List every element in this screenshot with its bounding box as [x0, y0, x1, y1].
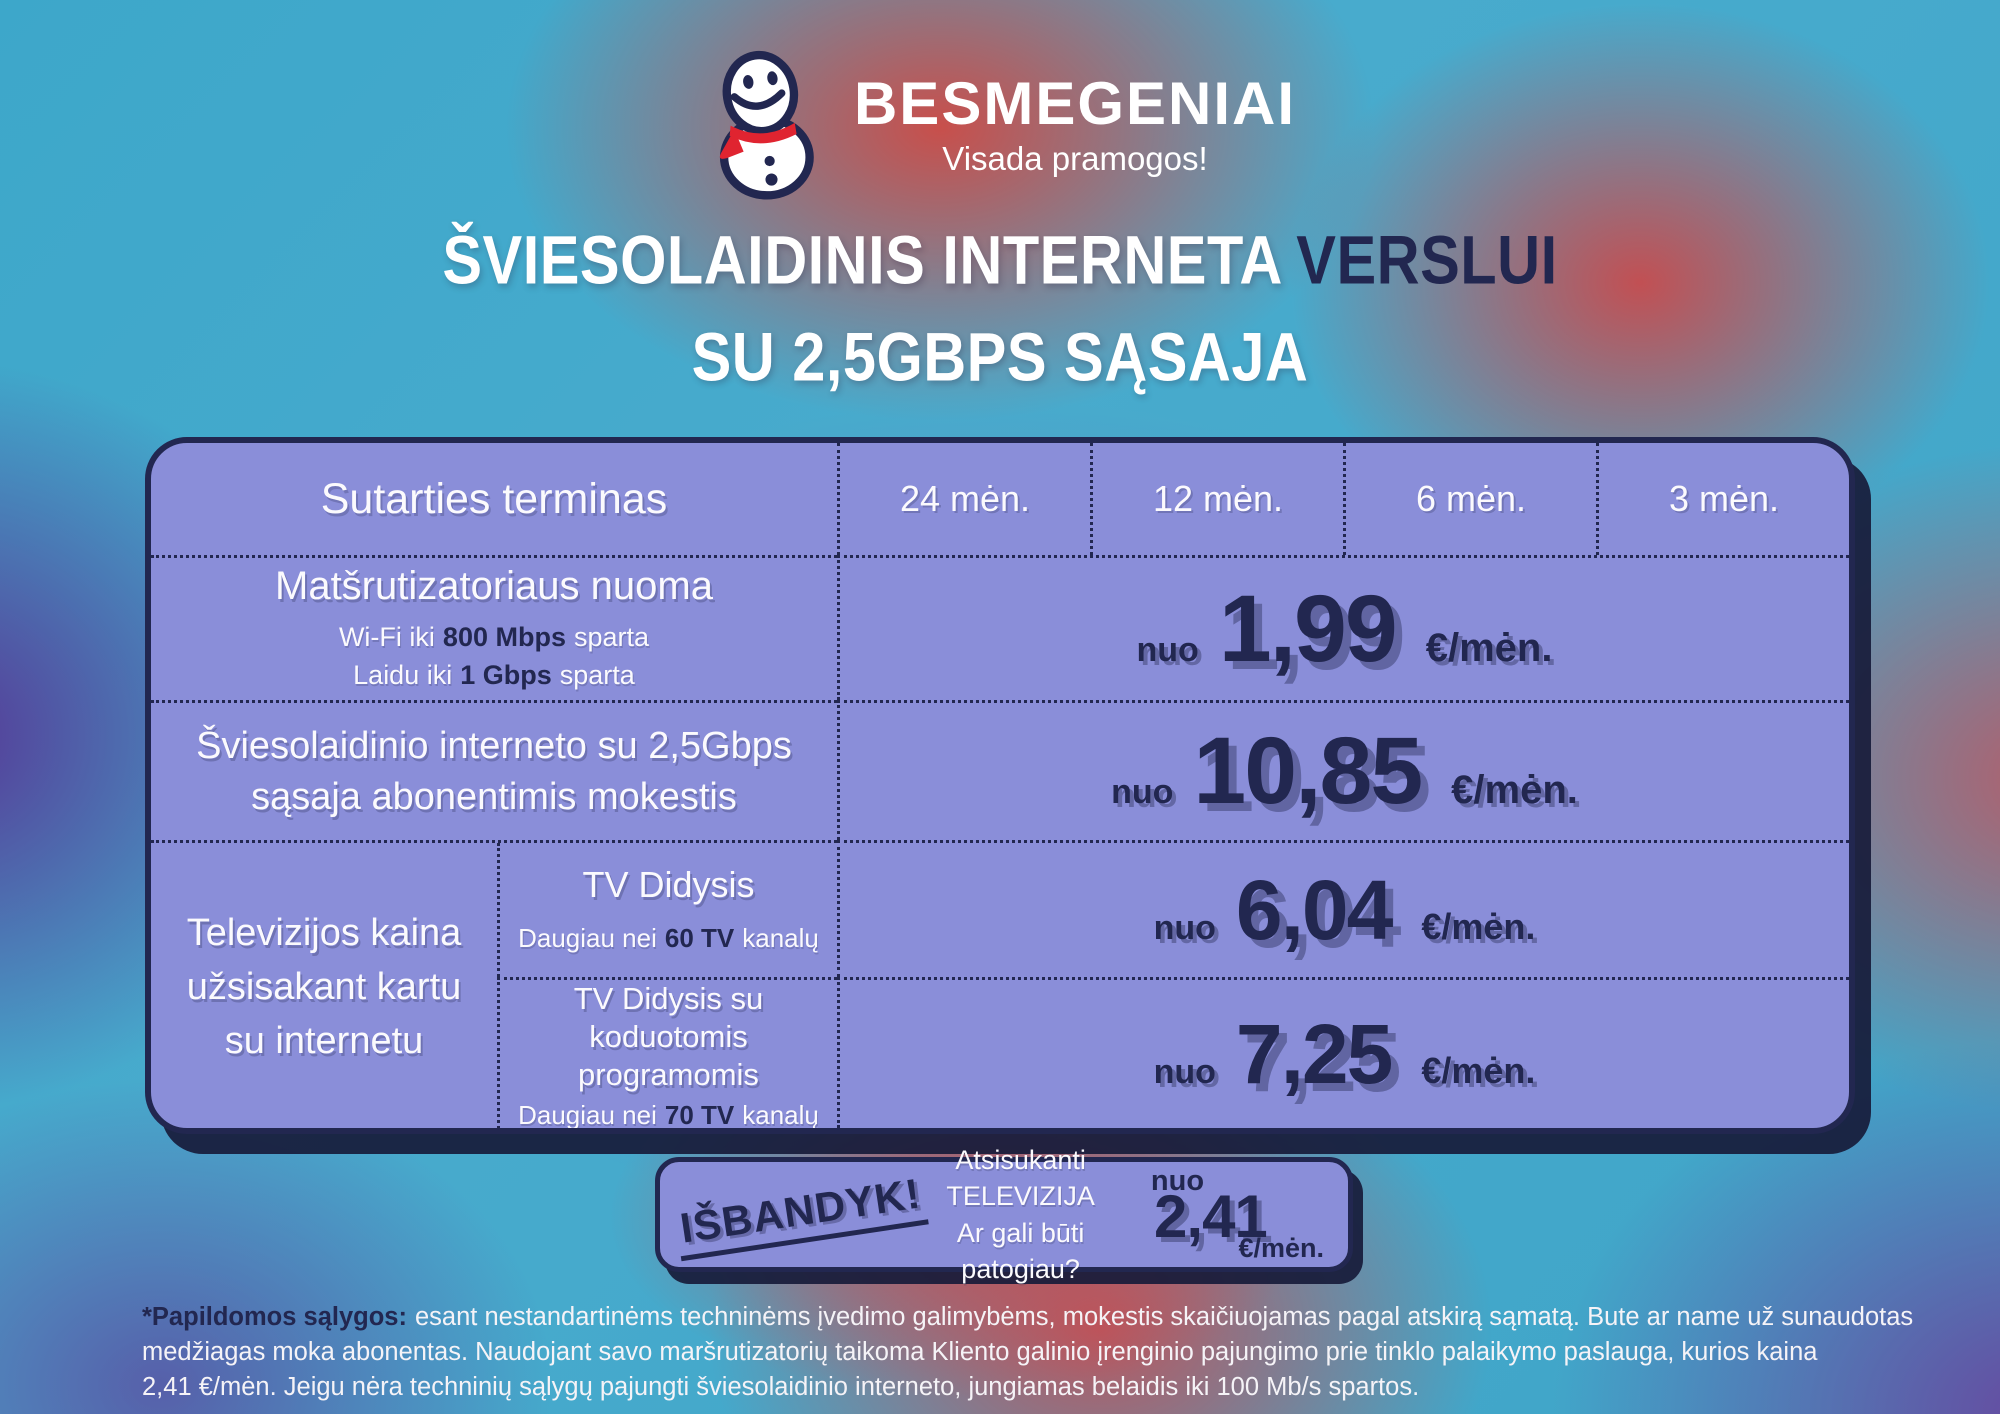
tv-option2-name-line3: programomis	[578, 1056, 759, 1092]
tv-label-line2: užsisakant kartu	[186, 966, 462, 1009]
row-internet-fee: Šviesolaidinio interneto su 2,5Gbps sąsa…	[151, 700, 837, 840]
price-prefix: nuo	[1153, 908, 1216, 947]
footnote-line1-rest: esant nestandartinėms techninėms įvedimo…	[415, 1303, 1914, 1331]
tv-option-didysis-coded: TV Didysis su koduotomis programomis Dau…	[497, 977, 837, 1131]
tv-option1-name: TV Didysis	[582, 863, 755, 905]
page-title: ŠVIESOLAIDINIS INTERNETA VERSLUI SU 2,5GB…	[40, 213, 1960, 407]
pricing-table: Sutarties terminas 24 mėn. 12 mėn. 6 mėn…	[145, 437, 1855, 1134]
router-spec-wifi: Wi-Fi iki 800 Mbps sparta	[339, 619, 649, 657]
row-router-rental: Matšrutizatoriaus nuoma Wi-Fi iki 800 Mbp…	[151, 555, 837, 700]
tv-label-line3: su internetu	[224, 1020, 424, 1063]
internet-title-line2: sąsaja abonentimis mokestis	[251, 775, 737, 818]
table-header-term-6: 6 mėn.	[1342, 443, 1596, 555]
row-group-tv: Televizijos kaina užsisakant kartu su in…	[151, 840, 837, 1128]
spec-value: 1 Gbps	[460, 659, 552, 690]
footnote-line-2: medžiagas moka abonentas. Naudojant savo…	[142, 1338, 1818, 1367]
internet-fee-title: Šviesolaidinio interneto su 2,5Gbps sąsa…	[196, 721, 792, 821]
price-amount: 7,25	[1235, 1006, 1393, 1101]
price-router: nuo 1,99 €/mėn.	[1137, 575, 1553, 684]
price-tv-option2: nuo 7,25 €/mėn.	[1154, 1006, 1536, 1103]
spec-text: Daugiau nei	[518, 1100, 657, 1131]
tv-group-label: Televizijos kaina užsisakant kartu su in…	[151, 843, 497, 1128]
table-header-term-12: 12 mėn.	[1089, 443, 1343, 555]
footnote-line-1: *Papildomos sąlygos: esant nestandartinėm…	[142, 1300, 1913, 1335]
spec-text: sparta	[559, 659, 635, 690]
tv-option2-name: TV Didysis su koduotomis programomis	[574, 980, 763, 1093]
price-amount: 2,41	[1154, 1183, 1268, 1250]
router-rental-title: Matšrutizatoriaus nuoma	[275, 563, 713, 608]
title-line1-accent: VERSLUI	[1296, 223, 1558, 299]
tv-option-didysis: TV Didysis Daugiau nei 60 TV kanalų	[497, 843, 837, 977]
tv-option2-sub: Daugiau nei 70 TV kanalų	[518, 1097, 819, 1131]
title-line-1: ŠVIESOLAIDINIS INTERNETA VERSLUI	[40, 213, 1960, 310]
footnote-line-3: 2,41 €/mėn. Jeigu nėra techninių sąlygų …	[142, 1373, 1420, 1402]
price-amount: 6,04	[1235, 862, 1393, 957]
price-prefix: nuo	[1153, 1052, 1216, 1091]
internet-fee-price-cell: nuo 10,85 €/mėn.	[836, 700, 1849, 840]
footnote: *Papildomos sąlygos: esant nestandartinėm…	[142, 1300, 1913, 1406]
badge-price: nuo 2,41 €/mėn.	[1115, 1162, 1324, 1267]
price-unit: €/mėn.	[1425, 625, 1553, 670]
table-header-term-24: 24 mėn.	[836, 443, 1090, 555]
footnote-lead: *Papildomos sąlygos:	[142, 1303, 407, 1331]
tv-label-line1: Televizijos kaina	[186, 912, 462, 955]
spec-text: kanalų	[742, 1100, 819, 1131]
badge-message-line2: Ar gali būti patogiau?	[956, 1217, 1085, 1284]
price-unit: €/mėn.	[1451, 768, 1578, 812]
brand-tagline: Visada pramogos!	[942, 140, 1208, 177]
price-tv-option1: nuo 6,04 €/mėn.	[1154, 862, 1536, 959]
table-header-contract-term: Sutarties terminas	[320, 474, 668, 523]
tv-option2-name-line1: TV Didysis su	[573, 981, 764, 1016]
spec-value: 800 Mbps	[442, 621, 566, 652]
router-rental-price-cell: nuo 1,99 €/mėn.	[836, 555, 1849, 700]
badge-message: Atsisukanti TELEVIZIJA Ar gali būti pato…	[946, 1142, 1095, 1288]
price-amount: 1,99	[1218, 575, 1398, 682]
spec-value: 70 TV	[664, 1100, 735, 1131]
brand-header: BESMEGENIAI Visada pramogos!	[0, 42, 2000, 205]
title-line1-white: ŠVIESOLAIDINIS INTERNETA	[442, 223, 1283, 299]
brand-text: BESMEGENIAI Visada pramogos!	[854, 69, 1296, 178]
brand-name: BESMEGENIAI	[853, 70, 1297, 137]
internet-title-line1: Šviesolaidinio interneto su 2,5Gbps	[196, 725, 792, 768]
spec-value: 60 TV	[664, 922, 735, 953]
try-it-badge: IŠBANDYK! Atsisukanti TELEVIZIJA Ar gali…	[655, 1145, 1353, 1284]
price-prefix: nuo	[1136, 630, 1199, 669]
tv-option2-name-line2: koduotomis	[589, 1018, 748, 1054]
badge-message-line1: Atsisukanti TELEVIZIJA	[946, 1144, 1095, 1212]
price-prefix: nuo	[1111, 773, 1174, 811]
router-specs: Wi-Fi iki 800 Mbps sparta Laidu iki 1 Gbps s…	[339, 619, 649, 695]
spec-text: Wi-Fi iki	[338, 621, 435, 652]
title-line-2: SU 2,5GBPS SĄSAJA	[691, 319, 1309, 396]
badge-cta: IŠBANDYK!	[673, 1168, 930, 1261]
snowman-logo-icon	[704, 42, 826, 205]
tv-option1-sub: Daugiau nei 60 TV kanalų	[518, 920, 819, 956]
price-unit: €/mėn.	[1421, 905, 1536, 947]
price-unit: €/mėn.	[1421, 1049, 1536, 1091]
spec-text: Daugiau nei	[518, 922, 657, 953]
spec-text: sparta	[573, 621, 650, 652]
table-header-term-3: 3 mėn.	[1595, 443, 1849, 555]
price-prefix: nuo	[1150, 1165, 1205, 1197]
price-amount: 10,85	[1193, 718, 1423, 824]
tv-option2-price-cell: nuo 7,25 €/mėn.	[836, 977, 1849, 1128]
price-unit: €/mėn.	[1238, 1233, 1324, 1263]
spec-text: Laidu iki	[353, 659, 453, 690]
router-spec-wired: Laidu iki 1 Gbps sparta	[339, 657, 649, 695]
price-internet: nuo 10,85 €/mėn.	[1111, 717, 1578, 826]
spec-text: kanalų	[742, 922, 819, 953]
tv-option1-price-cell: nuo 6,04 €/mėn.	[836, 840, 1849, 977]
